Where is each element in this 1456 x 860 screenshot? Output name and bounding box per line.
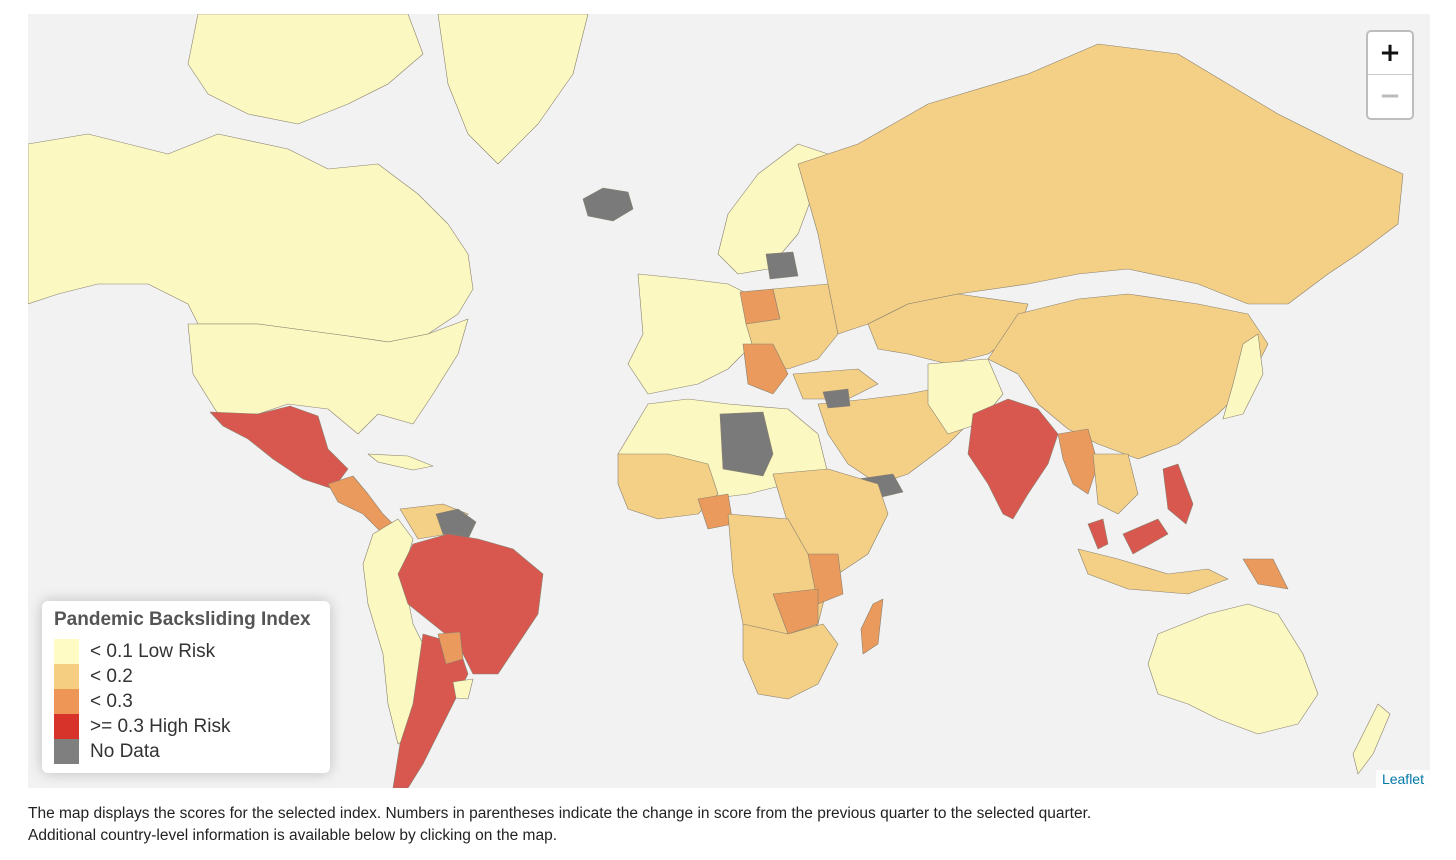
legend-swatch <box>54 639 79 664</box>
region-australia[interactable] <box>1147 603 1319 735</box>
region-paraguay[interactable] <box>437 631 464 665</box>
legend-item-high-risk: >= 0.3 High Risk <box>54 714 230 739</box>
region-turkey[interactable] <box>792 368 879 400</box>
region-zambia[interactable] <box>772 588 819 635</box>
region-malaysia[interactable] <box>1087 518 1169 555</box>
legend-label: No Data <box>90 740 160 762</box>
region-philippines[interactable] <box>1162 463 1194 525</box>
legend-title: Pandemic Backsliding Index <box>54 609 311 630</box>
zoom-control: + − <box>1366 30 1414 120</box>
caption-line-2: Additional country-level information is … <box>28 827 557 844</box>
map-container[interactable]: + − Pandemic Backsliding Index < 0.1 Low… <box>28 14 1430 788</box>
region-greenland[interactable] <box>437 14 589 165</box>
region-mexico[interactable] <box>209 405 349 490</box>
legend-item-low-risk: < 0.1 Low Risk <box>54 639 215 664</box>
legend-label: < 0.2 <box>90 665 133 687</box>
region-cuba[interactable] <box>367 453 434 471</box>
region-indochina[interactable] <box>1092 453 1139 515</box>
world-map[interactable] <box>28 14 1430 788</box>
region-latvia[interactable] <box>765 251 799 280</box>
leaflet-attribution-link[interactable]: Leaflet <box>1375 770 1430 788</box>
region-western-europe[interactable] <box>627 273 759 395</box>
legend-item-lt-0-2: < 0.2 <box>54 664 133 689</box>
region-new-zealand[interactable] <box>1352 703 1391 775</box>
zoom-in-button[interactable]: + <box>1368 32 1412 75</box>
region-guianas[interactable] <box>435 508 477 540</box>
legend-swatch <box>54 689 79 714</box>
legend-swatch <box>54 739 79 764</box>
region-madagascar[interactable] <box>860 598 884 655</box>
region-china[interactable] <box>987 293 1269 460</box>
region-india[interactable] <box>967 398 1059 520</box>
zoom-out-button[interactable]: − <box>1379 81 1401 111</box>
region-iceland[interactable] <box>582 187 634 222</box>
region-west-africa[interactable] <box>617 453 719 520</box>
region-balkans[interactable] <box>742 343 789 395</box>
region-brazil[interactable] <box>397 533 544 675</box>
map-legend: Pandemic Backsliding Index < 0.1 Low Ris… <box>42 601 330 773</box>
region-indonesia[interactable] <box>1077 548 1229 595</box>
region-syria[interactable] <box>822 388 851 409</box>
region-russia[interactable] <box>797 43 1404 335</box>
region-uruguay[interactable] <box>452 678 474 700</box>
legend-item-no-data: No Data <box>54 739 160 764</box>
region-southern-africa[interactable] <box>742 623 839 700</box>
region-japan[interactable] <box>1222 333 1264 420</box>
region-canada-alaska[interactable] <box>28 133 474 343</box>
region-arctic-islands[interactable] <box>187 14 424 125</box>
caption-line-1: The map displays the scores for the sele… <box>28 805 1092 822</box>
map-caption: The map displays the scores for the sele… <box>28 803 1428 847</box>
legend-label: >= 0.3 High Risk <box>90 715 231 737</box>
region-argentina[interactable] <box>392 633 469 788</box>
legend-label: < 0.1 Low Risk <box>90 640 216 662</box>
region-nigeria[interactable] <box>697 493 734 530</box>
region-libya[interactable] <box>719 411 774 477</box>
legend-item-lt-0-3: < 0.3 <box>54 689 133 714</box>
region-papua-new-guinea[interactable] <box>1242 558 1289 590</box>
region-myanmar[interactable] <box>1057 428 1099 495</box>
legend-swatch <box>54 664 79 689</box>
legend-label: < 0.3 <box>90 690 133 712</box>
legend-swatch <box>54 714 79 739</box>
